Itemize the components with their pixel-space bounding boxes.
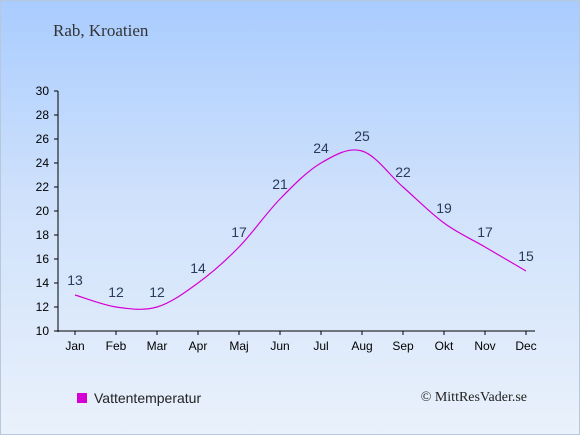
- y-tick-label: 12: [36, 300, 50, 314]
- y-tick-label: 16: [36, 252, 50, 266]
- data-label: 25: [354, 128, 370, 144]
- x-tick-label: Sep: [392, 339, 414, 353]
- x-tick-label: Apr: [189, 339, 208, 353]
- data-label: 12: [108, 284, 124, 300]
- data-label: 13: [67, 272, 83, 288]
- x-tick-label: Mar: [147, 339, 168, 353]
- y-tick-label: 26: [36, 132, 50, 146]
- chart-title: Rab, Kroatien: [53, 21, 149, 40]
- data-label: 22: [395, 164, 411, 180]
- data-label: 17: [231, 224, 247, 240]
- y-tick-label: 24: [36, 156, 50, 170]
- data-label: 21: [272, 176, 288, 192]
- x-tick-label: Jul: [313, 339, 328, 353]
- legend-label: Vattentemperatur: [94, 390, 202, 406]
- data-label: 24: [313, 140, 329, 156]
- series-line: [74, 149, 527, 310]
- y-tick-label: 20: [36, 204, 50, 218]
- x-tick-label: Maj: [229, 339, 248, 353]
- x-tick-label: Nov: [474, 339, 495, 353]
- data-label: 12: [149, 284, 165, 300]
- y-tick-label: 30: [36, 84, 50, 98]
- data-label: 17: [477, 224, 493, 240]
- credit-text: © MittResVader.se: [420, 390, 527, 405]
- y-tick-label: 22: [36, 180, 50, 194]
- legend-swatch: [77, 393, 87, 403]
- x-tick-label: Aug: [351, 339, 372, 353]
- data-label: 15: [518, 248, 534, 264]
- legend: Vattentemperatur: [77, 390, 201, 406]
- x-tick-label: Okt: [435, 339, 454, 353]
- y-tick-label: 18: [36, 228, 50, 242]
- x-tick-label: Jun: [270, 339, 289, 353]
- y-tick-label: 28: [36, 108, 50, 122]
- y-tick-label: 14: [36, 276, 50, 290]
- y-tick-label: 10: [36, 324, 50, 338]
- x-tick-label: Jan: [65, 339, 84, 353]
- data-label: 14: [190, 260, 206, 276]
- x-tick-label: Feb: [106, 339, 127, 353]
- x-tick-label: Dec: [515, 339, 536, 353]
- data-label: 19: [436, 200, 452, 216]
